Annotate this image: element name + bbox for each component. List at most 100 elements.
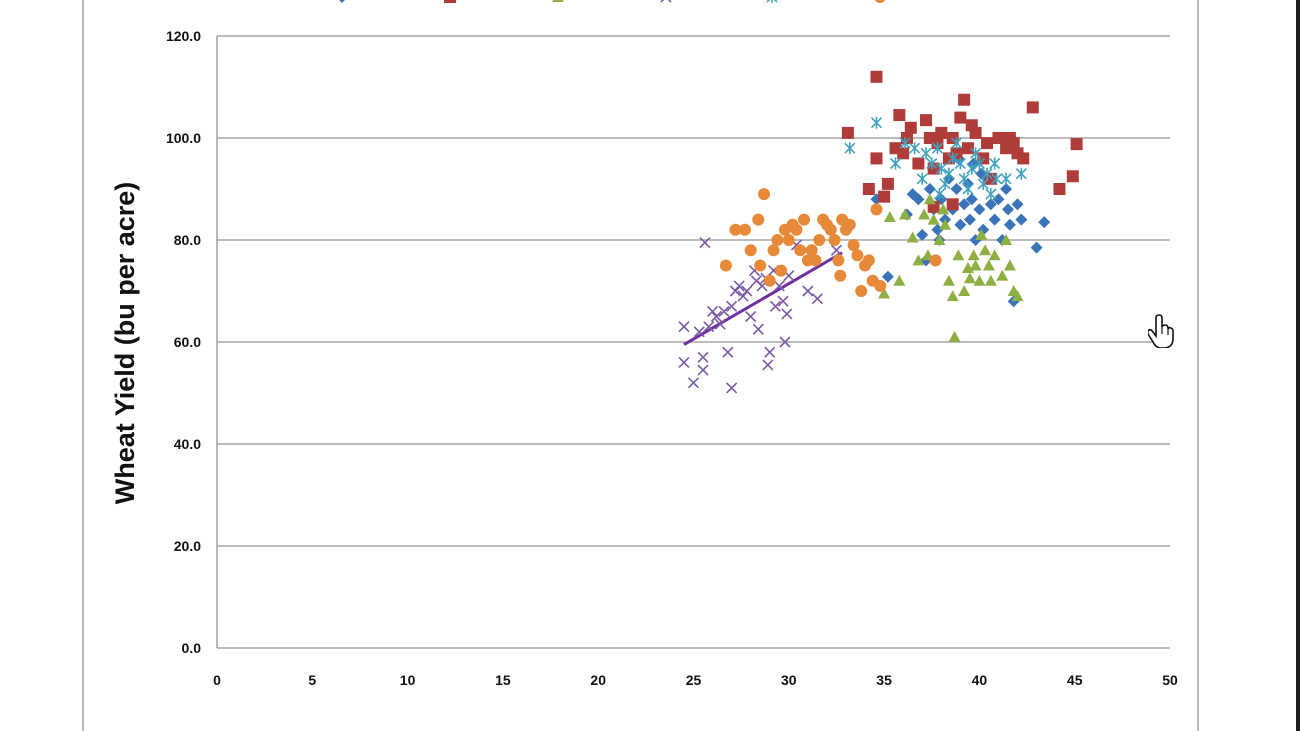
data-point: [862, 183, 875, 195]
data-point: [697, 351, 709, 363]
data-point: [834, 269, 847, 282]
data-point: [996, 269, 1009, 281]
data-point: [958, 198, 971, 211]
data-point: [726, 300, 738, 312]
data-point: [809, 254, 822, 267]
data-point: [1011, 290, 1024, 302]
y-tick-label: 0.0: [182, 640, 202, 656]
data-point: [1000, 234, 1013, 245]
data-point: [1011, 198, 1024, 211]
data-point: [870, 152, 883, 165]
x-tick-label: 10: [400, 672, 416, 688]
data-point: [958, 285, 971, 296]
data-point: [1001, 203, 1014, 216]
y-tick-label: 20.0: [174, 538, 201, 554]
data-point: [781, 308, 793, 320]
data-point: [954, 218, 967, 231]
data-point: [726, 382, 738, 394]
data-point: [975, 228, 988, 240]
data-point: [722, 346, 734, 358]
data-point: [752, 213, 765, 226]
data-point: [981, 167, 993, 180]
data-point: [954, 111, 967, 124]
data-point: [802, 285, 814, 297]
data-point: [977, 152, 990, 165]
data-point: [847, 239, 860, 252]
data-point: [771, 234, 784, 246]
data-point: [738, 223, 751, 236]
data-point: [767, 244, 780, 257]
x-tick-label: 0: [213, 672, 221, 688]
data-point: [1000, 183, 1013, 195]
window-edge-strip: [1296, 0, 1300, 731]
data-point: [961, 142, 974, 155]
data-point: [678, 356, 690, 368]
data-point: [969, 126, 982, 139]
data-point: [927, 213, 940, 225]
data-point: [899, 137, 911, 150]
data-point: [766, 0, 778, 3]
data-point: [963, 272, 976, 284]
data-point: [958, 172, 970, 185]
data-point: [687, 377, 700, 389]
data-point: [935, 162, 947, 175]
data-point: [916, 228, 929, 241]
series-points: [844, 116, 1027, 201]
data-point: [982, 259, 995, 271]
data-point: [899, 208, 912, 220]
data-point: [706, 305, 719, 317]
x-tick-label: 40: [972, 672, 988, 688]
data-point: [988, 213, 1001, 226]
data-point: [973, 157, 985, 170]
data-point: [832, 254, 845, 267]
data-point: [874, 279, 887, 292]
data-point: [988, 249, 1001, 261]
x-tick-label: 35: [876, 672, 892, 688]
data-point: [912, 157, 925, 170]
y-axis-title: Wheat Yield (bu per acre): [110, 182, 140, 505]
data-point: [1003, 259, 1016, 271]
chart-legend: [339, 0, 886, 3]
data-point: [752, 323, 764, 335]
data-point: [979, 244, 992, 256]
x-tick-label: 25: [686, 672, 702, 688]
data-point: [794, 244, 807, 257]
data-point: [933, 188, 945, 201]
data-point: [729, 285, 741, 297]
series-points: [878, 193, 1024, 342]
data-point: [912, 193, 925, 206]
data-point: [948, 330, 961, 342]
data-point: [699, 236, 711, 249]
data-point: [897, 147, 910, 160]
data-point: [693, 326, 705, 338]
data-point: [719, 259, 732, 272]
data-point: [790, 223, 803, 236]
y-tick-label: 60.0: [174, 334, 201, 350]
data-point: [703, 321, 715, 333]
data-point: [893, 274, 906, 286]
data-point: [710, 310, 722, 323]
data-point: [1053, 183, 1066, 195]
data-point: [889, 157, 902, 170]
data-point: [855, 285, 868, 297]
data-point: [844, 142, 856, 155]
data-point: [1003, 218, 1016, 231]
data-point: [754, 259, 767, 272]
data-point: [992, 193, 1005, 206]
data-point: [920, 114, 933, 127]
x-tick-label: 5: [308, 672, 316, 688]
data-point: [923, 183, 936, 195]
data-point: [989, 157, 1001, 170]
data-point: [947, 152, 959, 165]
data-point: [843, 218, 856, 231]
data-point: [824, 223, 837, 236]
data-point: [969, 259, 982, 271]
data-point: [1066, 170, 1079, 183]
data-point: [973, 203, 986, 216]
data-point: [967, 249, 980, 261]
data-point: [977, 177, 989, 190]
data-point: [963, 213, 976, 226]
data-point: [862, 254, 875, 267]
data-point: [929, 254, 942, 267]
data-point: [935, 126, 948, 139]
